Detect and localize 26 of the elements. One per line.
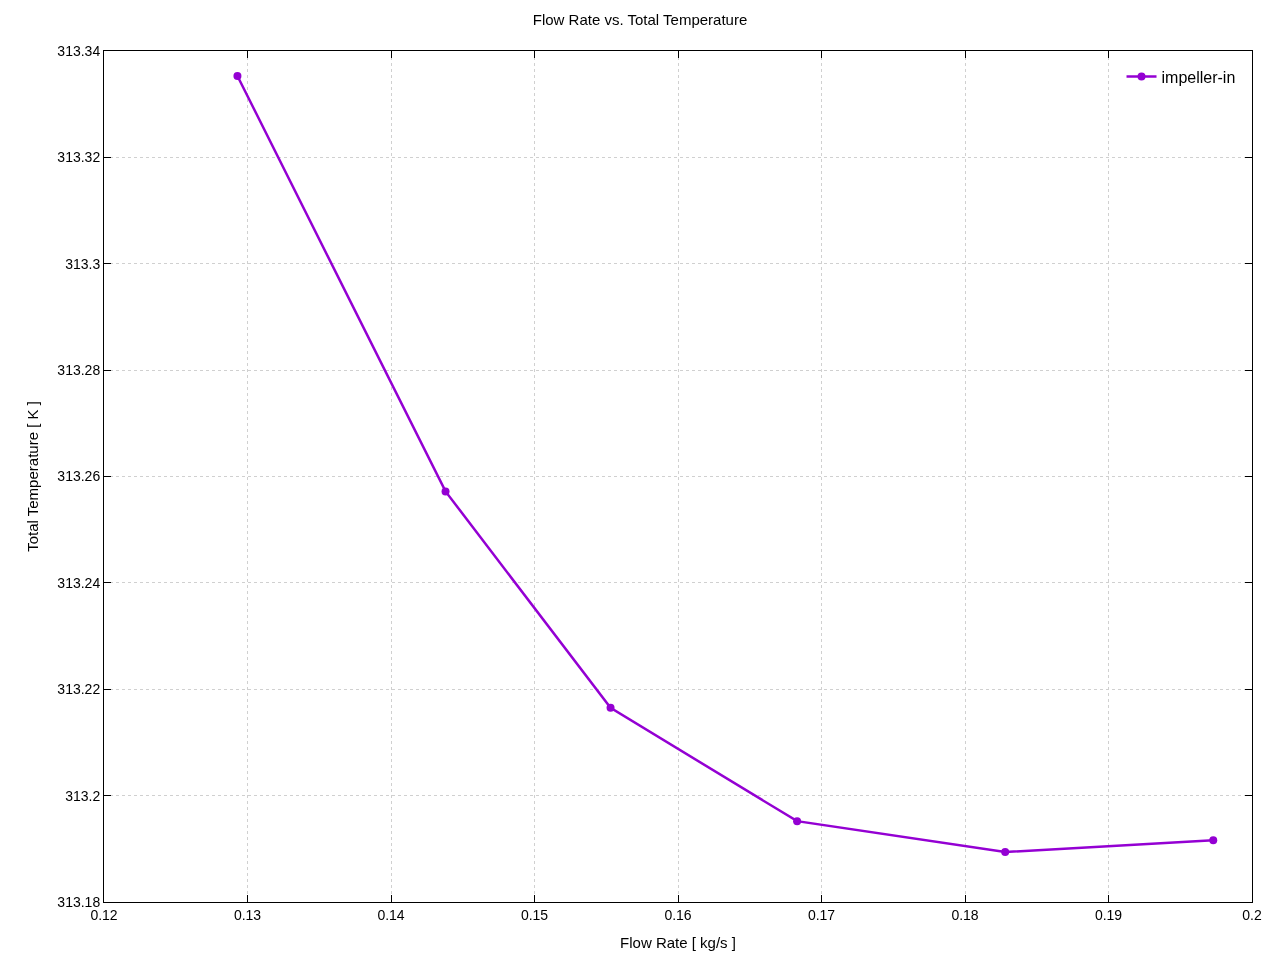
y-tick-label: 313.28 [57, 362, 101, 379]
x-tick-label: 0.2 [1242, 906, 1262, 923]
point [1001, 848, 1010, 856]
y-tick-label: 313.34 [57, 42, 101, 59]
point [233, 72, 242, 80]
y-tick-label: 313.24 [57, 574, 101, 591]
point [1209, 836, 1218, 845]
y-tick-label: 313.32 [57, 149, 101, 166]
y-tick-label: 313.3 [65, 255, 101, 272]
point [793, 817, 802, 826]
x-axis-title: Flow Rate [ kg/s ] [620, 933, 736, 951]
x-tick-label: 0.14 [377, 906, 405, 923]
x-tick-label: 0.15 [520, 906, 549, 923]
x-tick-label: 0.13 [233, 906, 262, 923]
point [441, 487, 450, 496]
y-tick-label: 313.26 [57, 468, 101, 485]
y-tick-label: 313.22 [57, 681, 101, 698]
x-tick-label: 0.17 [807, 906, 836, 923]
x-tick-label: 0.16 [664, 906, 692, 923]
y-tick-label: 313.2 [65, 787, 101, 804]
point [606, 703, 615, 712]
legend-label: impeller-in [1161, 68, 1236, 86]
x-tick-label: 0.18 [951, 906, 979, 923]
y-axis-title: Total Temperature [ K ] [23, 401, 41, 552]
chart-title: Flow Rate vs. Total Temperature [532, 10, 748, 28]
x-tick-label: 0.19 [1094, 906, 1123, 923]
